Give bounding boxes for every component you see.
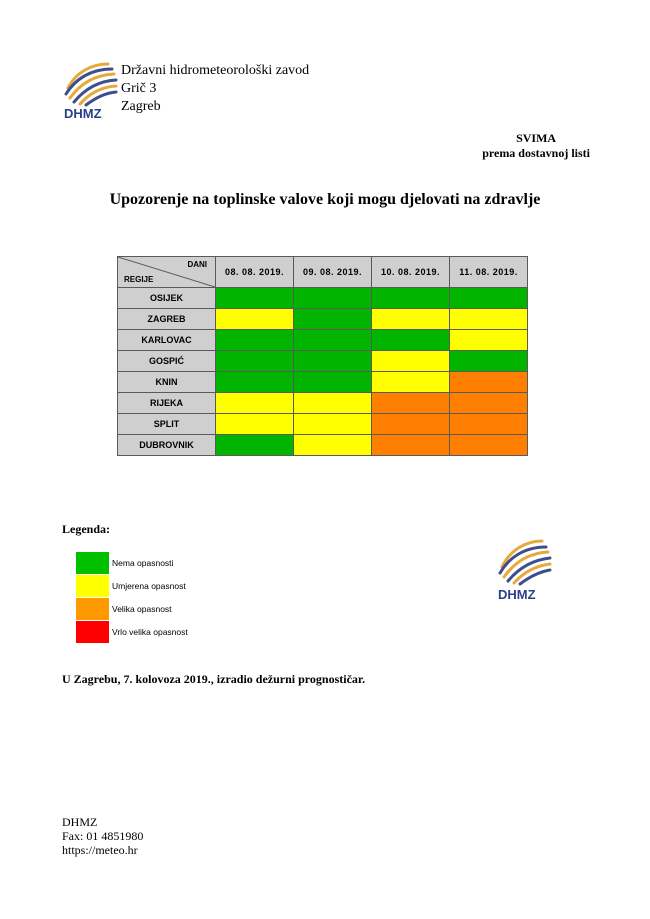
warning-level-cell [215,308,294,330]
warning-level-cell [449,329,528,351]
footer-fax: Fax: 01 4851980 [62,829,144,843]
warning-level-cell [371,371,450,393]
warning-level-cell [371,434,450,456]
warning-level-cell [449,413,528,435]
warning-level-cell [293,434,372,456]
org-name: Državni hidrometeorološki zavod [121,63,310,78]
warning-level-cell [293,392,372,414]
table-row: SPLIT [117,413,528,435]
region-name: OSIJEK [117,287,216,309]
legend-title: Legenda: [62,522,110,536]
legend-swatch [76,620,109,643]
table-row: KARLOVAC [117,329,528,351]
warning-level-cell [293,350,372,372]
corner-diagonal [118,257,215,287]
footer-contact: DHMZ Fax: 01 4851980 https://meteo.hr [62,815,143,857]
warning-level-cell [449,392,528,414]
table-row: GOSPIĆ [117,350,528,372]
warning-level-cell [215,371,294,393]
svg-text:DHMZ: DHMZ [64,106,102,120]
warning-level-cell [371,413,450,435]
legend-label: Nema opasnosti [112,557,174,568]
warning-level-cell [215,413,294,435]
issued-statement: U Zagrebu, 7. kolovoza 2019., izradio de… [62,672,366,686]
warning-level-cell [215,350,294,372]
org-street: Grič 3 [121,81,157,96]
footer-org: DHMZ [62,815,98,829]
warning-level-cell [371,350,450,372]
legend-swatch [76,551,109,574]
table-row: ZAGREB [117,308,528,330]
table-row: OSIJEK [117,287,528,309]
legend-swatch [76,597,109,620]
corner-regions-label: REGIJE [124,275,154,284]
warning-level-cell [293,308,372,330]
region-name: SPLIT [117,413,216,435]
warning-level-cell [449,308,528,330]
svg-text:DHMZ: DHMZ [498,587,536,601]
warning-level-cell [371,329,450,351]
day-header: 11. 08. 2019. [449,256,528,288]
warning-level-cell [371,308,450,330]
region-name: RIJEKA [117,392,216,414]
region-name: KNIN [117,371,216,393]
legend-item: Umjerena opasnost [76,574,188,597]
warning-level-cell [293,413,372,435]
document-title: Upozorenje na toplinske valove koji mogu… [109,191,541,208]
warning-level-cell [215,392,294,414]
region-name: GOSPIĆ [117,350,216,372]
warning-level-cell [215,434,294,456]
warning-level-cell [293,329,372,351]
region-name: ZAGREB [117,308,216,330]
legend-label: Umjerena opasnost [112,580,186,591]
corner-days-label: DANI [187,260,207,269]
legend-label: Vrlo velika opasnost [112,626,188,637]
table-row: DUBROVNIK [117,434,528,456]
warning-table: DANI REGIJE 08. 08. 2019. 09. 08. 2019. … [117,256,528,456]
org-city: Zagreb [121,99,161,114]
warning-level-cell [449,371,528,393]
warning-level-cell [449,287,528,309]
legend-swatch [76,574,109,597]
warning-level-cell [449,434,528,456]
table-row: RIJEKA [117,392,528,414]
legend-item: Velika opasnost [76,597,188,620]
warning-level-cell [215,329,294,351]
warning-level-cell [449,350,528,372]
day-header: 09. 08. 2019. [293,256,372,288]
region-name: KARLOVAC [117,329,216,351]
table-header-row: DANI REGIJE 08. 08. 2019. 09. 08. 2019. … [117,256,528,288]
recipient-line-1: SVIMA [516,131,557,145]
legend: Nema opasnosti Umjerena opasnost Velika … [76,551,188,643]
recipient-line-2: prema dostavnoj listi [482,146,590,160]
recipient-block: SVIMA prema dostavnoj listi [482,131,590,161]
warning-level-cell [215,287,294,309]
table-corner-cell: DANI REGIJE [117,256,216,288]
day-header: 08. 08. 2019. [215,256,294,288]
warning-level-cell [293,371,372,393]
table-row: KNIN [117,371,528,393]
warning-level-cell [371,287,450,309]
legend-item: Vrlo velika opasnost [76,620,188,643]
region-name: DUBROVNIK [117,434,216,456]
organization-address: Državni hidrometeorološki zavod Grič 3 Z… [121,62,309,116]
day-header: 10. 08. 2019. [371,256,450,288]
dhmz-logo: DHMZ [64,62,118,120]
footer-website: https://meteo.hr [62,843,138,857]
warning-level-cell [293,287,372,309]
legend-item: Nema opasnosti [76,551,188,574]
warning-level-cell [371,392,450,414]
dhmz-logo-secondary: DHMZ [498,539,552,601]
legend-label: Velika opasnost [112,603,172,614]
